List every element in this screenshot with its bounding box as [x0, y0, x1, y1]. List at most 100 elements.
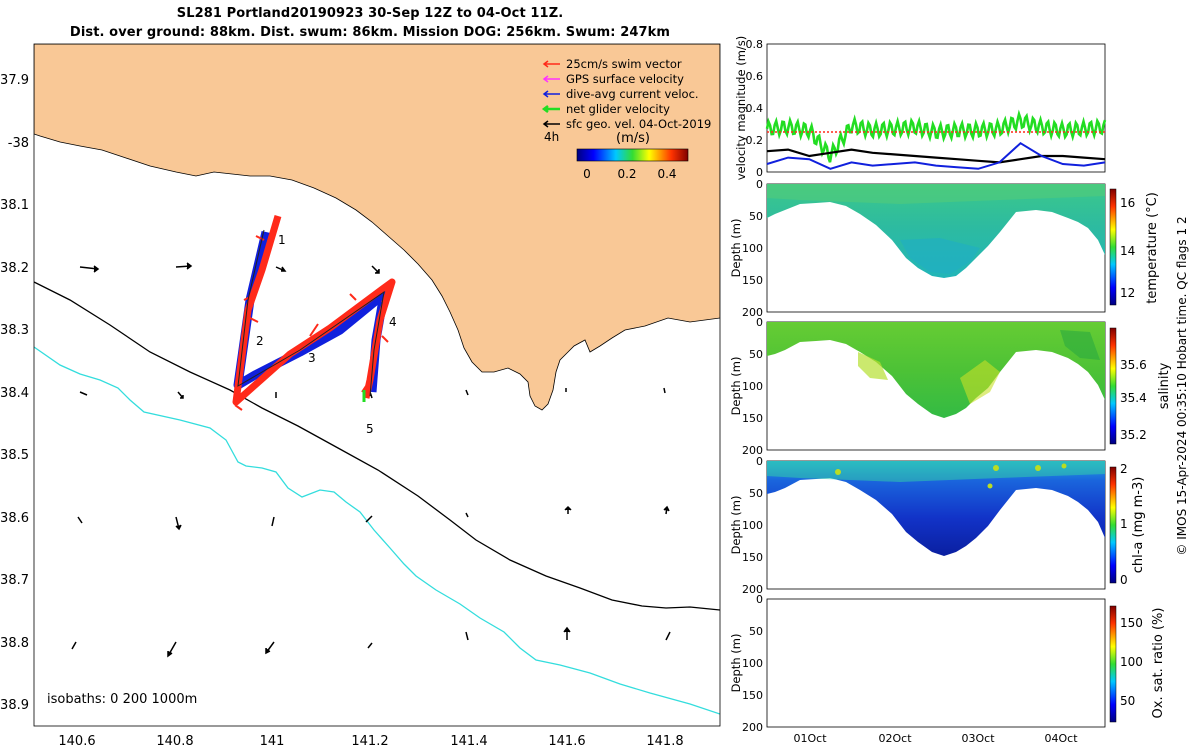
colorbar-tick: 0.2 — [617, 167, 636, 181]
segment-label-3: 3 — [308, 351, 316, 365]
chla-cb-tick: 0 — [1120, 573, 1128, 587]
legend-arrow-green — [541, 105, 560, 113]
ox-cb-tick: 50 — [1120, 694, 1135, 708]
legend-gps-velocity: GPS surface velocity — [542, 72, 684, 86]
temp-cb-tick: 16 — [1120, 196, 1135, 210]
salinity-colorbar — [1109, 327, 1117, 445]
geo-arrow — [663, 387, 666, 394]
depth-tick: 100 — [742, 657, 763, 670]
geo-arrow — [665, 631, 671, 641]
temp-cb-tick: 14 — [1120, 244, 1135, 258]
geo-arrow — [365, 515, 373, 523]
geo-arrow — [367, 642, 373, 649]
geo-arrow — [275, 266, 287, 272]
isobath-label: isobaths: 0 200 1000m — [47, 692, 197, 707]
velocity-y-label: velocity magnitude (m/s) — [734, 36, 748, 181]
salinity-low-patch — [1060, 330, 1100, 360]
chla-cb-tick: 2 — [1120, 462, 1128, 476]
oxygen-colorbar — [1109, 605, 1117, 723]
depth-tick: 0 — [756, 455, 763, 468]
map-x-tick: 140.6 — [58, 734, 95, 749]
map-y-tick: 38.3 — [0, 323, 29, 338]
colorbar-interval-label: 4h — [544, 130, 559, 144]
geo-arrow — [465, 631, 469, 641]
depth-tick: 0 — [756, 593, 763, 606]
chla-colorbar — [1109, 466, 1117, 584]
chla-hotspot — [993, 465, 999, 471]
map-y-tick: -38 — [8, 136, 29, 151]
series-sfc-geo-velocity — [766, 148, 1106, 164]
map-legend: 25cm/s swim vector GPS surface velocity … — [541, 57, 711, 181]
chla-cb-label: chl-a (mg m-3) — [1131, 477, 1146, 574]
legend-swim-vector: 25cm/s swim vector — [542, 57, 682, 71]
velocity-series — [765, 109, 1107, 170]
track-swim-red — [232, 215, 396, 406]
map-x-tick: 140.8 — [156, 734, 193, 749]
temperature-y-label: Depth (m) — [729, 219, 743, 278]
temperature-section — [767, 184, 1105, 278]
depth-tick: 200 — [742, 444, 763, 457]
map-panel: 1 2 3 4 5 isobaths: 0 200 1000m 140.6 14… — [0, 43, 721, 749]
legend-label: net glider velocity — [566, 102, 670, 116]
velocity-y-tick: 0.8 — [746, 38, 764, 51]
legend-arrow-red — [542, 60, 560, 68]
geo-arrow — [465, 512, 469, 518]
colorbar-unit: (m/s) — [616, 131, 650, 146]
salinity-high-patch — [858, 352, 888, 380]
sfc-geo-velocity-arrows — [71, 262, 671, 658]
legend-dive-avg: dive-avg current veloc. — [542, 87, 699, 101]
oxygen-panel: 0 50 100 150 200 Depth (m) 50 100 150 Ox… — [729, 593, 1166, 745]
map-x-tick: 141.2 — [351, 734, 388, 749]
isobath-1000m — [34, 346, 720, 715]
depth-tick: 150 — [742, 274, 763, 287]
depth-tick: 50 — [749, 625, 763, 638]
map-x-tick: 141.4 — [450, 734, 487, 749]
geo-arrow — [71, 641, 77, 650]
geo-arrow — [175, 516, 182, 531]
colorbar-tick: 0 — [583, 167, 591, 181]
sal-cb-tick: 35.6 — [1120, 358, 1147, 372]
depth-tick: 150 — [742, 412, 763, 425]
sal-cb-tick: 35.4 — [1120, 391, 1147, 405]
ox-cb-tick: 100 — [1120, 655, 1143, 669]
depth-tick: 200 — [742, 306, 763, 319]
sal-cb-tick: 35.2 — [1120, 428, 1147, 442]
depth-tick: 50 — [749, 210, 763, 223]
series-net-glider-velocity — [765, 109, 1107, 163]
depth-tick: 100 — [742, 242, 763, 255]
time-tick: 03Oct — [961, 732, 995, 745]
geo-arrow — [564, 505, 572, 514]
segment-label-1: 1 — [278, 233, 286, 247]
depth-tick: 0 — [756, 316, 763, 329]
legend-arrow-blue — [542, 90, 560, 98]
segment-label-5: 5 — [366, 422, 374, 436]
depth-tick: 100 — [742, 519, 763, 532]
legend-arrow-black — [542, 120, 560, 128]
legend-net-velocity: net glider velocity — [541, 102, 670, 116]
depth-tick: 150 — [742, 551, 763, 564]
depth-tick: 200 — [742, 721, 763, 734]
salinity-high-patch — [960, 360, 1000, 404]
map-y-tick: 38.6 — [0, 511, 29, 526]
map-y-tick: 38.2 — [0, 261, 29, 276]
temperature-warm-surface — [767, 184, 1105, 204]
oxygen-frame — [766, 598, 1106, 728]
time-tick: 02Oct — [878, 732, 912, 745]
geo-arrow — [79, 391, 88, 396]
chla-cb-tick: 1 — [1120, 517, 1128, 531]
oxygen-cb-label: Ox. sat. ratio (%) — [1151, 608, 1166, 719]
map-y-tick: 38.8 — [0, 636, 29, 651]
chla-hotspot — [835, 469, 841, 475]
map-y-tick: 38.9 — [0, 698, 29, 713]
depth-tick: 50 — [749, 348, 763, 361]
geo-arrow — [175, 262, 193, 270]
depth-tick: 200 — [742, 583, 763, 596]
velocity-frame — [766, 43, 1106, 173]
geo-arrow — [563, 626, 571, 640]
depth-tick: 100 — [742, 380, 763, 393]
legend-arrow-magenta — [542, 75, 560, 83]
geo-arrow — [77, 516, 83, 524]
glider-track — [232, 215, 396, 411]
velocity-y-tick: 0.4 — [746, 102, 764, 115]
salinity-section — [767, 322, 1105, 418]
